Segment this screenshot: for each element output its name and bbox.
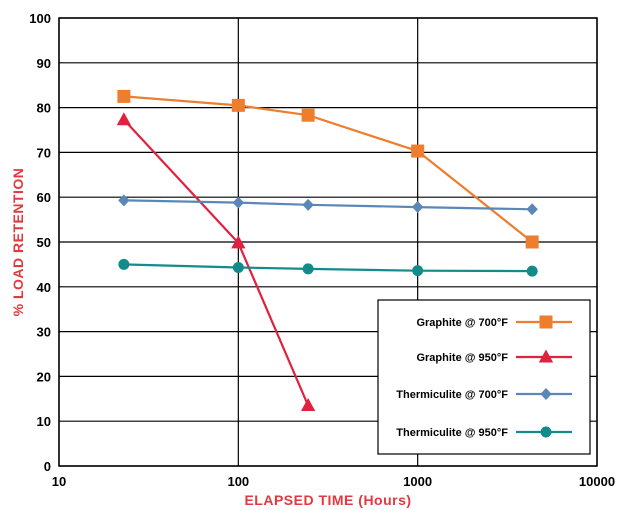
data-point: [118, 194, 130, 207]
legend-marker: [540, 426, 552, 438]
data-point: [302, 263, 314, 275]
x-tick-label: 10000: [579, 474, 615, 489]
data-point: [301, 108, 315, 122]
legend-label: Thermiculite @ 700°F: [396, 389, 508, 401]
y-tick-label: 50: [37, 235, 51, 250]
y-tick-label: 10: [37, 414, 51, 429]
series-line: [123, 199, 533, 211]
series-layer: [116, 89, 539, 412]
y-axis-title: % LOAD RETENTION: [10, 168, 26, 317]
series-3: [118, 194, 538, 216]
data-point: [117, 89, 131, 103]
series-line: [123, 118, 310, 406]
data-point: [231, 235, 246, 249]
series-line: [123, 263, 533, 273]
data-point: [411, 144, 425, 158]
data-point: [231, 98, 245, 112]
legend-label: Graphite @ 950°F: [416, 352, 508, 364]
x-tick-label: 1000: [403, 474, 432, 489]
data-point: [412, 265, 424, 277]
data-point: [526, 265, 538, 277]
x-tick-label: 100: [227, 474, 249, 489]
series-1: [117, 89, 539, 249]
y-tick-label: 0: [44, 459, 51, 474]
legend-marker: [540, 388, 552, 400]
y-tick-label: 90: [37, 56, 51, 71]
y-tick-label: 100: [29, 11, 51, 26]
x-tick-label: 10: [52, 474, 66, 489]
series-line: [123, 95, 533, 243]
y-tick-label: 70: [37, 145, 51, 160]
y-tick-label: 60: [37, 190, 51, 205]
data-point: [411, 201, 424, 214]
data-point: [300, 398, 316, 412]
series-2: [116, 112, 316, 412]
data-point: [232, 262, 244, 274]
y-tick-label: 30: [37, 325, 51, 340]
y-tick-label: 20: [37, 369, 51, 384]
legend-label: Graphite @ 700°F: [416, 317, 508, 329]
y-tick-label: 80: [37, 101, 51, 116]
y-tick-labels: 0 10 20 30 40 50 60 70 80 90 100: [29, 11, 51, 474]
x-axis-title: ELAPSED TIME (Hours): [244, 492, 411, 508]
legend-marker: [538, 349, 554, 363]
data-point: [116, 112, 132, 126]
data-point: [232, 196, 245, 209]
plot-frame: [58, 17, 598, 467]
data-point: [118, 258, 130, 270]
data-point: [525, 235, 539, 249]
legend-marker: [539, 315, 553, 329]
data-point: [526, 203, 538, 216]
data-point: [302, 198, 314, 211]
legend-box: [377, 299, 591, 455]
y-tick-label: 40: [37, 280, 51, 295]
legend: Graphite @ 700°F Graphite @ 950°F Thermicu…: [377, 299, 591, 455]
x-tick-labels: 10 100 1000 10000: [52, 474, 615, 489]
series-4: [118, 258, 538, 277]
legend-label: Thermiculite @ 950°F: [396, 427, 508, 439]
